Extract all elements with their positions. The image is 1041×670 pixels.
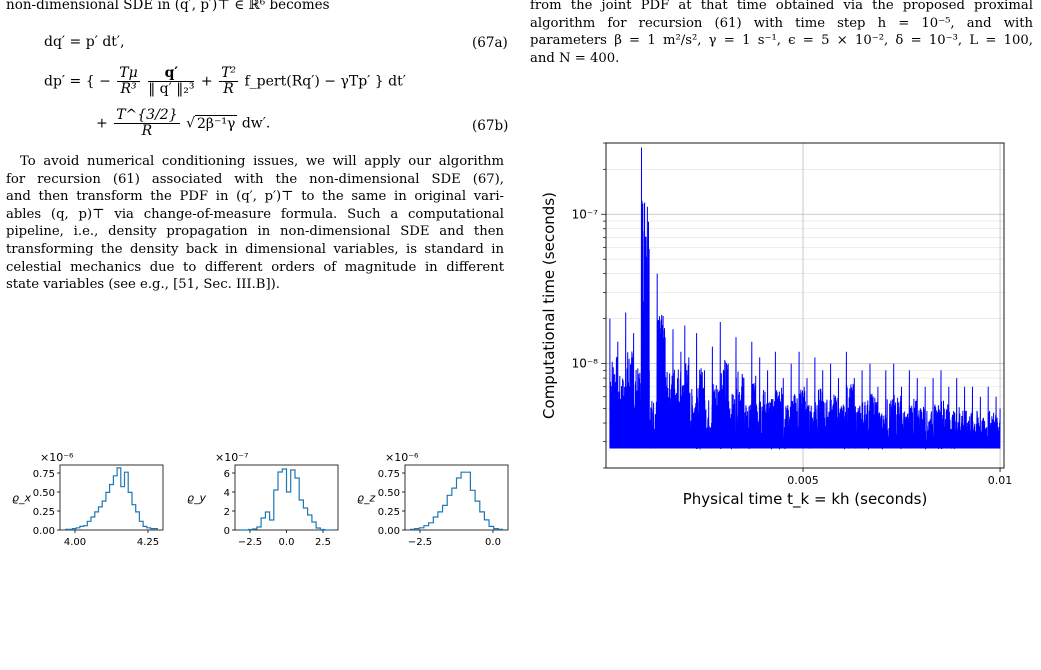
caption-line: and N = 400. <box>530 50 620 66</box>
x-tick-label: 0.0 <box>485 537 501 548</box>
paragraph-line: celestial mechanics due to different ord… <box>6 259 504 275</box>
equation-67a-number: (67a) <box>472 35 508 51</box>
plot-frame <box>605 142 1005 469</box>
y-tick-label: 0.25 <box>378 507 400 518</box>
scale-label: ×10⁻⁷ <box>215 451 248 464</box>
paragraph-line: and then transform the PDF in (q′, p′)⊤ … <box>6 189 504 205</box>
paragraph-line: To avoid numerical conditioning issues, … <box>20 154 504 169</box>
caption-line: from the joint PDF at that time obtained… <box>530 0 1033 13</box>
fraction-denominator: R <box>223 81 234 97</box>
y-tick-label: 0.00 <box>33 526 55 537</box>
marginal-plot-3: ×10⁻⁶ ϱ_z 0.00 0.25 0.50 0.75 −2.5 0.0 <box>357 451 509 548</box>
equation-67b-rest: f_pert(Rq′) − γTp′ } dt′ <box>244 73 406 90</box>
x-tick-label: −2.5 <box>408 537 432 548</box>
equation-67b-lhs: dp′ = <box>44 73 82 90</box>
computational-time-chart: 0.005 0.01 10⁻⁸ 10⁻⁷ Physical time t_k = kh … <box>540 142 1013 509</box>
y-tick-label: 0.50 <box>378 488 400 499</box>
y-tick-label: 0.75 <box>33 469 55 480</box>
figure-caption: from the joint PDF at that time obtained… <box>530 0 1033 67</box>
plot-frame <box>404 464 509 531</box>
plot-frame <box>59 464 164 531</box>
marginal-plot-1: ×10⁻⁶ ϱ_x 0.00 0.25 0.50 0.75 4.00 4.25 <box>12 451 164 548</box>
body-paragraph: To avoid numerical conditioning issues, … <box>6 153 504 294</box>
x-axis-label: Physical time t_k = kh (seconds) <box>683 490 928 509</box>
caption-line: algorithm for recursion (61) with time s… <box>530 15 1033 31</box>
fraction-denominator: ‖ q′ ‖₂³ <box>148 81 195 97</box>
histogram-line <box>240 468 333 531</box>
marginal-plot-2: ×10⁻⁷ ϱ_y 0 2 4 6 −2.5 0.0 2.5 <box>187 451 339 548</box>
data-series-line <box>609 147 1001 451</box>
y-tick-label: 0.50 <box>33 488 55 499</box>
y-tick-label: 0.00 <box>378 526 400 537</box>
y-tick-label: 6 <box>224 469 230 480</box>
equation-67b-tail: dw′. <box>241 115 271 132</box>
y-axis-label: Computational time (seconds) <box>540 192 558 419</box>
fraction-denominator: R³ <box>120 81 137 97</box>
plus-sign: + <box>200 73 213 90</box>
fraction-tmu-r3: Tμ R³ <box>117 65 140 97</box>
paragraph-line: transforming the density back in dimensi… <box>6 241 504 257</box>
plus-sign: + <box>96 115 108 132</box>
equation-67a: dq′ = p′ dt′, <box>44 34 125 50</box>
sqrt-argument: 2β⁻¹γ <box>194 114 238 132</box>
equation-67b-brace-open: { − <box>85 73 111 90</box>
equation-intro-text: non-dimensional SDE in (q′, p′)⊤ ∈ ℝ⁶ be… <box>6 0 330 13</box>
y-tick-label: 0 <box>224 526 230 537</box>
x-tick-label: 4.00 <box>64 537 86 548</box>
paragraph-line: pipeline, i.e., density propagation in n… <box>6 224 504 240</box>
x-tick-label: −2.5 <box>238 537 262 548</box>
y-tick-label: 0.25 <box>33 507 55 518</box>
x-tick-label: 2.5 <box>315 537 331 548</box>
fraction-numerator: T² <box>219 65 239 82</box>
equation-67b-line1: dp′ = { − Tμ R³ q′ ‖ q′ ‖₂³ + T² R f_pert(R… <box>44 66 406 97</box>
fraction-numerator: Tμ <box>117 65 140 82</box>
fraction-t32-r: T^{3/2} R <box>114 107 180 139</box>
marginal-pdf-plots: ×10⁻⁶ϱ_x0.000.250.500.754.00 4.25×10⁻⁷ϱ_y… <box>12 451 509 548</box>
sqrt-sign: √ <box>186 115 195 132</box>
x-tick-label: 4.25 <box>137 537 159 548</box>
y-tick-label: 4 <box>224 488 230 499</box>
equation-67b-number: (67b) <box>472 118 509 134</box>
axis-label-y: ϱ_x <box>12 492 31 505</box>
histogram-line <box>410 471 503 530</box>
x-tick-label: 0.01 <box>988 474 1013 487</box>
histogram-line <box>65 467 158 530</box>
x-tick-label: 0.0 <box>279 537 295 548</box>
fraction-t2-r: T² R <box>219 65 239 97</box>
paragraph-line: ables (q, p)⊤ via change-of-measure form… <box>6 206 504 222</box>
equation-67b-line2: + T^{3/2} R √ 2β⁻¹γ dw′. <box>96 108 270 139</box>
fraction-numerator: T^{3/2} <box>114 107 180 124</box>
y-tick-label: 10⁻⁷ <box>572 207 599 221</box>
y-tick-label: 2 <box>224 507 230 518</box>
y-tick-label: 10⁻⁸ <box>572 357 599 371</box>
scale-label: ×10⁻⁶ <box>385 451 419 464</box>
equation-67a-body: dq′ = p′ dt′, <box>44 34 125 50</box>
y-tick-label: 0.75 <box>378 469 400 480</box>
axis-label-y: ϱ_z <box>357 492 375 505</box>
x-tick-label: 0.005 <box>787 474 819 487</box>
fraction-q-norm: q′ ‖ q′ ‖₂³ <box>148 66 195 97</box>
caption-line: parameters β = 1 m²/s², γ = 1 s⁻¹, ϵ = 5… <box>530 33 1033 49</box>
fraction-denominator: R <box>141 123 153 139</box>
scale-label: ×10⁻⁶ <box>40 451 74 464</box>
fraction-numerator: q′ <box>148 66 195 82</box>
paragraph-line: state variables (see e.g., [51, Sec. III… <box>6 277 280 293</box>
axis-label-y: ϱ_y <box>187 492 206 505</box>
paragraph-line: for recursion (61) associated with the n… <box>6 171 504 187</box>
